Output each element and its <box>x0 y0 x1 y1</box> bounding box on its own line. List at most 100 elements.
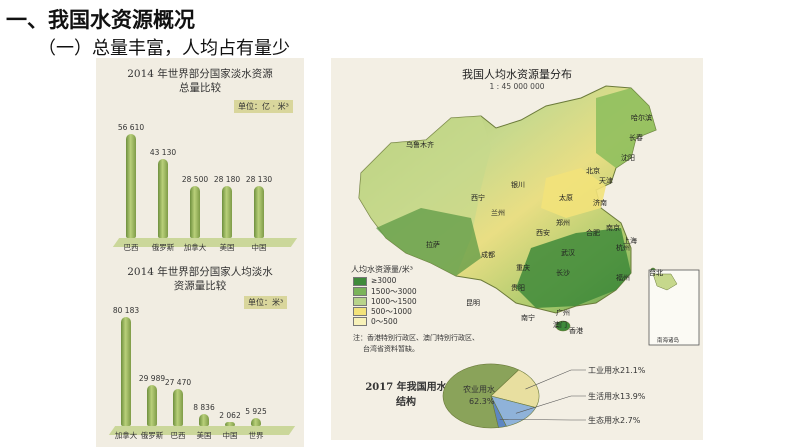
city-label: 武汉 <box>561 249 575 257</box>
category-label: 俄罗斯 <box>151 243 175 252</box>
legend-label: 500～1000 <box>371 307 412 316</box>
pie-slice <box>490 395 507 428</box>
data-label: 28 180 <box>213 175 241 185</box>
city-label: 合肥 <box>586 229 600 237</box>
city-label: 西宁 <box>471 194 485 202</box>
city-label: 成都 <box>481 251 495 259</box>
bar <box>126 134 136 238</box>
water-use-pie-chart: 农业用水 62.3% 工业用水21.1% 生活用水13.9% 生态用水2.7% <box>442 363 646 429</box>
legend-label: 0～500 <box>371 317 398 326</box>
china-map <box>358 85 700 346</box>
city-label: 南京 <box>606 224 620 232</box>
legend-swatch <box>353 277 367 286</box>
data-label: 2 062 <box>219 411 241 420</box>
south-sea-inset-coast <box>652 273 678 291</box>
category-label: 中国 <box>222 431 238 440</box>
category-label: 巴西 <box>170 431 186 440</box>
data-label: 80 183 <box>112 305 140 315</box>
pie-label: 生态用水2.7% <box>588 415 641 425</box>
map-legend-title: 人均水资源量/米³ <box>351 265 413 274</box>
chart-percap-unit: 单位：米³ <box>244 296 288 309</box>
city-label: 太原 <box>559 194 573 202</box>
page-subtitle: （一）总量丰富，人均占有量少 <box>38 38 290 59</box>
north-china-region <box>541 168 606 218</box>
legend-swatch <box>353 297 367 306</box>
bar <box>173 388 183 426</box>
pie-slice <box>442 363 520 429</box>
legend-swatch <box>353 317 367 326</box>
category-label: 中国 <box>251 243 267 252</box>
city-label: 北京 <box>586 167 600 175</box>
city-label: 台北 <box>649 269 663 277</box>
city-label: 济南 <box>593 199 607 207</box>
map-scale: 1 : 45 000 000 <box>489 82 545 91</box>
city-label: 郑州 <box>556 219 570 227</box>
city-label: 上海 <box>623 237 637 245</box>
data-label: 56 610 <box>117 123 145 133</box>
pie-label: 工业用水21.1% <box>588 365 646 375</box>
category-label: 世界 <box>248 431 264 440</box>
pie-chart-title: 2017 年我国用水 结构 <box>365 382 447 408</box>
city-label: 西安 <box>536 229 550 237</box>
total-water-bar-chart: 56 610 巴西 43 130 俄罗斯 28 500 加拿大 28 180 美国 28 130… <box>96 88 304 260</box>
city-label: 重庆 <box>516 264 530 272</box>
category-label: 加拿大 <box>183 243 207 252</box>
chart-percap-title-line2: 资源量比较 <box>173 280 227 292</box>
page-title: 一、我国水资源概况 <box>6 8 195 32</box>
city-label: 哈尔滨 <box>631 114 652 122</box>
tibet-plateau <box>376 208 481 276</box>
city-label: 香港 <box>569 327 583 335</box>
city-label: 南宁 <box>521 314 535 322</box>
chart-total-unit: 单位：亿 · 米³ <box>234 100 293 113</box>
city-label: 澳门 <box>553 321 567 329</box>
southeast-region <box>516 228 631 308</box>
inset-label: 南海诸岛 <box>657 338 680 344</box>
chart-percap-title-line1: 2014 年世界部分国家人均淡水 <box>127 266 273 278</box>
city-label: 沈阳 <box>621 154 635 162</box>
legend-label: ≥3000 <box>371 276 397 285</box>
northeast-region <box>596 88 656 168</box>
pie-leader-line <box>499 419 586 421</box>
hainan-island <box>555 320 571 332</box>
category-label: 俄罗斯 <box>140 431 164 440</box>
city-label: 昆明 <box>466 299 480 307</box>
data-label: 29 989 <box>138 374 166 384</box>
per-capita-water-bar-chart: 80 183 加拿大 29 989 俄罗斯 27 470 巴西 8 836 美国 2 062 中国… <box>96 286 304 447</box>
pie-leader-line <box>515 395 586 414</box>
bar <box>225 422 235 426</box>
bar <box>251 417 261 426</box>
city-label: 贵阳 <box>511 284 525 292</box>
pie-slice <box>490 369 540 408</box>
bar <box>222 186 232 238</box>
category-label: 巴西 <box>123 243 139 252</box>
bar <box>190 185 200 238</box>
category-label: 美国 <box>196 431 212 440</box>
bar <box>199 413 209 426</box>
city-label: 兰州 <box>491 209 505 217</box>
chart-total-title-line1: 2014 年世界部分国家淡水资源 <box>127 68 273 80</box>
data-label: 5 925 <box>245 406 267 416</box>
legend-label: 1500～3000 <box>371 287 417 296</box>
bar <box>121 316 131 426</box>
city-label: 长春 <box>629 134 643 142</box>
legend-swatch <box>353 307 367 316</box>
data-label: 28 130 <box>245 175 273 185</box>
city-label: 拉萨 <box>426 241 440 249</box>
category-label: 加拿大 <box>114 431 138 440</box>
pie-label: 农业用水 <box>463 384 495 394</box>
city-label: 乌鲁木齐 <box>406 141 434 149</box>
legend-swatch <box>353 287 367 296</box>
bar <box>254 186 264 238</box>
city-label: 银川 <box>511 181 525 189</box>
bar <box>147 385 157 426</box>
bar <box>158 158 168 238</box>
pie-label: 生活用水13.9% <box>588 391 646 401</box>
city-label: 天津 <box>599 177 613 185</box>
data-label: 28 500 <box>181 174 209 184</box>
city-label: 福州 <box>616 274 630 282</box>
map-title: 我国人均水资源量分布 <box>462 68 572 81</box>
map-note-line2: 台湾省资料暂缺。 <box>363 345 419 353</box>
city-label: 广州 <box>556 309 570 317</box>
water-distribution-map-panel: 我国人均水资源量分布 1 : 45 000 000 南海诸岛 北京 乌鲁木齐拉萨 兰… <box>331 58 703 440</box>
legend-label: 1000～1500 <box>371 297 417 306</box>
